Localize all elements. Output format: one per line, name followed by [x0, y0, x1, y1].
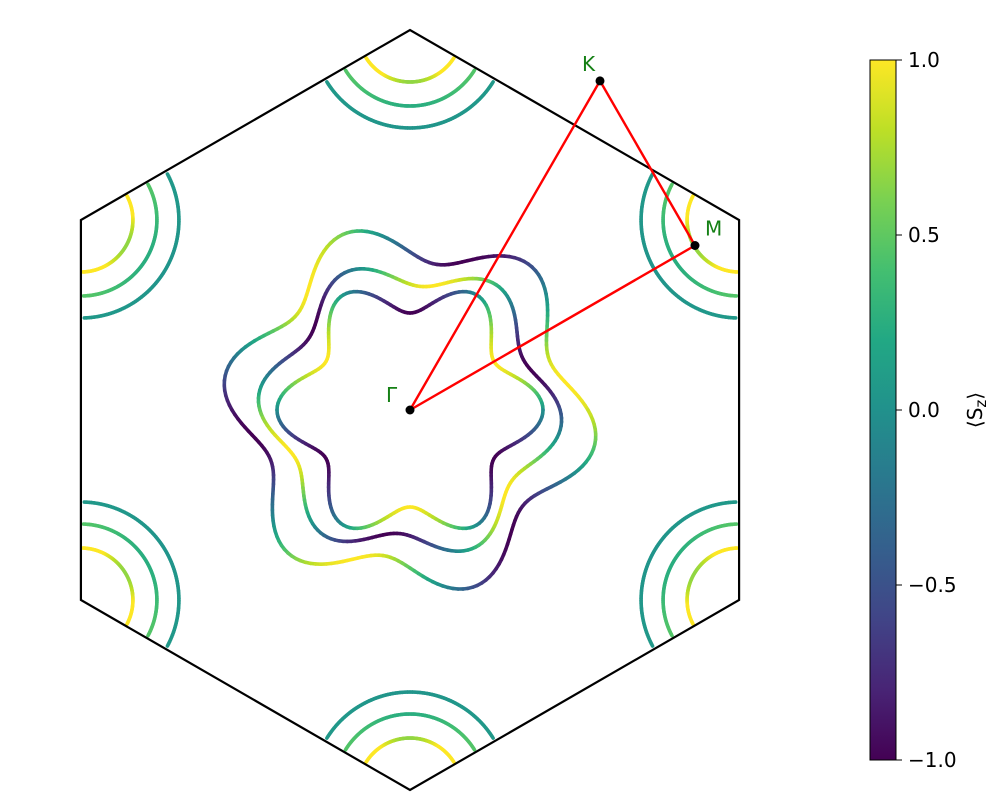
- colorbar-ticks: −1.0 −0.5 0.0 0.5 1.0: [896, 48, 957, 772]
- corner-1-arc-2: [641, 174, 736, 318]
- corner-0-arc-0: [687, 548, 737, 624]
- high-symmetry-path: [410, 81, 695, 410]
- path-K-M: [600, 81, 695, 246]
- high-symmetry-points: Γ K M: [386, 52, 722, 415]
- corner-3-arc-1: [84, 184, 157, 296]
- path-M-Gamma: [410, 246, 695, 411]
- colorbar-tick-label-3: 0.5: [908, 223, 940, 247]
- point-Gamma: [406, 406, 415, 415]
- colorbar-gradient: [870, 60, 896, 760]
- corner-3-arc-0: [83, 196, 133, 272]
- point-label-M: M: [705, 217, 722, 241]
- colorbar: −1.0 −0.5 0.0 0.5 1.0 ⟨Sz⟩: [870, 48, 990, 772]
- corner-3-arc-2: [84, 174, 179, 318]
- corner-4-arc-0: [83, 548, 133, 624]
- corner-4-arc-1: [84, 524, 157, 636]
- colorbar-tick-label-2: 0.0: [908, 398, 940, 422]
- colorbar-tick-label-4: 1.0: [908, 48, 940, 72]
- bz-fermi-surface-svg: Γ K M −1.0 −0.5 0.0 0.5 1.0 ⟨Sz⟩: [0, 0, 1000, 800]
- corner-0-arc-1: [663, 524, 736, 636]
- path-Gamma-K: [410, 81, 600, 410]
- point-label-Gamma: Γ: [386, 383, 398, 407]
- point-M: [691, 241, 700, 250]
- corner-2-arc-0: [366, 58, 454, 82]
- corner-2-arc-1: [346, 70, 475, 106]
- corner-5-arc-1: [346, 714, 475, 750]
- colorbar-tick-label-0: −1.0: [908, 748, 957, 772]
- corner-1-arc-1: [663, 184, 736, 296]
- colorbar-tick-label-1: −0.5: [908, 573, 957, 597]
- corner-0-arc-2: [641, 502, 736, 646]
- corner-4-arc-2: [84, 502, 179, 646]
- point-label-K: K: [582, 52, 596, 76]
- colorbar-label: ⟨Sz⟩: [963, 392, 990, 428]
- figure-root: Γ K M −1.0 −0.5 0.0 0.5 1.0 ⟨Sz⟩: [0, 0, 1000, 800]
- point-K: [596, 76, 605, 85]
- corner-5-arc-0: [366, 738, 454, 762]
